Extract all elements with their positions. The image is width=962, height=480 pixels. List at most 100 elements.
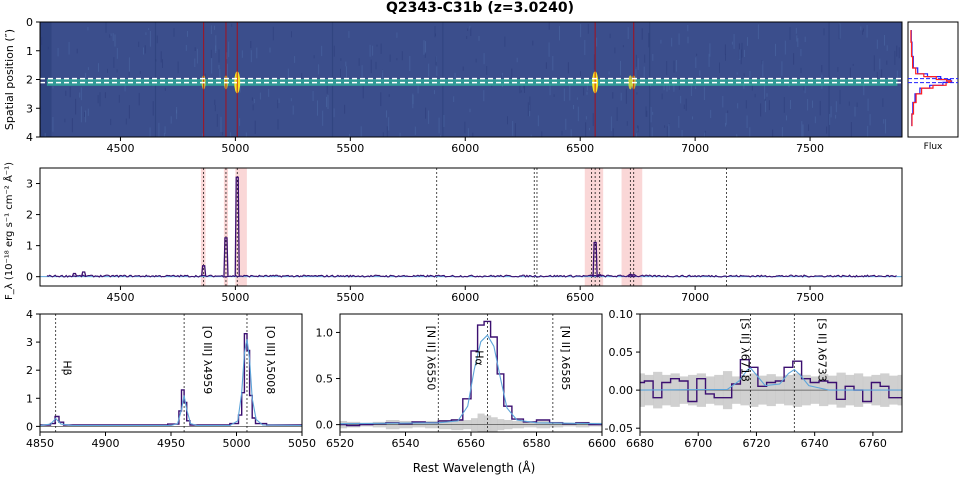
image-noise	[882, 98, 884, 107]
image-noise	[52, 116, 54, 132]
image-noise	[40, 106, 42, 114]
image-noise	[144, 45, 146, 54]
image-noise	[370, 59, 372, 74]
image-noise	[110, 33, 112, 36]
image-noise	[743, 73, 745, 78]
image-noise	[218, 64, 220, 69]
image-noise	[138, 92, 140, 106]
spectrum-2d-panel: 4500 5000 5500 6000 6500 7000 7500 0 1 2 3 4 Spatial…	[3, 16, 903, 155]
image-noise	[583, 87, 585, 96]
image-noise	[678, 33, 680, 45]
image-noise	[116, 69, 118, 73]
image-noise	[425, 41, 426, 53]
profile-x-label: Flux	[924, 142, 943, 152]
image-noise	[850, 122, 852, 137]
image-noise	[733, 34, 735, 49]
image-noise	[277, 119, 279, 130]
image-noise	[389, 54, 391, 62]
image-xtick-label: 7000	[681, 142, 709, 155]
image-noise	[867, 98, 869, 111]
image-noise	[435, 56, 437, 66]
zoom_ha-model-line	[340, 334, 602, 425]
profile-series-line	[910, 30, 952, 127]
image-noise	[76, 48, 78, 54]
image-noise	[819, 100, 821, 116]
image-noise	[514, 123, 516, 137]
image-noise	[548, 22, 550, 30]
image-noise	[727, 110, 729, 113]
image-noise	[795, 27, 797, 34]
image-noise	[783, 97, 785, 113]
image-noise	[736, 135, 738, 137]
image-noise	[230, 132, 232, 137]
image-noise	[876, 39, 878, 49]
image-noise	[512, 121, 514, 136]
image-noise	[620, 92, 622, 101]
image-noise	[386, 126, 388, 137]
image-noise	[210, 25, 212, 34]
image-noise	[821, 65, 823, 73]
image-noise	[453, 96, 455, 102]
image-noise	[678, 116, 680, 128]
image-noise	[587, 23, 589, 34]
spectrum-xtick-label: 5500	[336, 291, 364, 304]
image-noise	[107, 68, 108, 73]
image-noise	[652, 111, 654, 115]
spectrum-emission-peak	[631, 274, 637, 277]
image-noise	[469, 25, 471, 30]
image-noise	[636, 128, 638, 131]
image-noise	[586, 91, 588, 95]
image-noise	[804, 36, 806, 42]
image-noise	[627, 27, 629, 40]
image-noise	[425, 107, 427, 119]
image-noise	[362, 85, 364, 99]
image-noise	[145, 32, 147, 36]
image-noise	[113, 57, 115, 68]
image-noise	[399, 132, 401, 137]
zoom_sii-xtick-label: 6680	[626, 437, 654, 450]
image-noise	[511, 68, 513, 79]
image-noise	[696, 53, 698, 56]
image-noise	[570, 129, 572, 137]
image-noise	[483, 90, 485, 102]
image-noise	[143, 47, 144, 55]
zoom_hb_oiii-model-line	[40, 339, 302, 427]
image-noise	[616, 107, 618, 121]
image-noise	[837, 67, 839, 72]
image-noise	[155, 59, 157, 62]
image-noise	[612, 92, 614, 99]
image-noise	[863, 85, 865, 96]
image-noise	[75, 98, 77, 115]
image-noise	[719, 62, 720, 73]
image-noise	[529, 96, 531, 111]
image-noise	[382, 132, 384, 137]
image-noise	[68, 41, 70, 55]
image-noise	[109, 34, 111, 38]
image-noise	[414, 126, 416, 135]
image-noise	[125, 118, 127, 125]
zoom_ha-xtick-label: 6600	[588, 437, 616, 450]
zoom_sii-xtick-label: 6760	[859, 437, 887, 450]
image-plot-area	[40, 22, 902, 137]
image-noise	[725, 122, 726, 127]
image-noise	[648, 32, 650, 48]
image-noise	[643, 66, 645, 78]
image-y-label: Spatial position (″)	[3, 29, 16, 130]
zoom_hb_oiii-xtick-label: 4950	[157, 437, 185, 450]
image-noise	[443, 114, 445, 128]
image-noise	[269, 47, 271, 53]
image-noise	[541, 131, 543, 137]
zoom_sii-plot-area	[640, 314, 902, 432]
image-noise	[344, 104, 346, 114]
image-noise	[736, 72, 738, 75]
image-noise	[896, 70, 898, 82]
zoom-panel-sii: [S II] λ6718 [S II] λ6733 6680 6700 6720 6740…	[605, 308, 903, 450]
zoom_sii-ytick-label: -0.05	[605, 422, 633, 435]
spectrum-shaded-region	[235, 168, 247, 286]
image-noise	[434, 26, 436, 38]
image-noise	[762, 60, 764, 77]
spectrum-xtick-label: 5000	[221, 291, 249, 304]
image-noise	[596, 37, 598, 47]
image-noise	[883, 119, 885, 124]
image-noise	[256, 47, 258, 59]
